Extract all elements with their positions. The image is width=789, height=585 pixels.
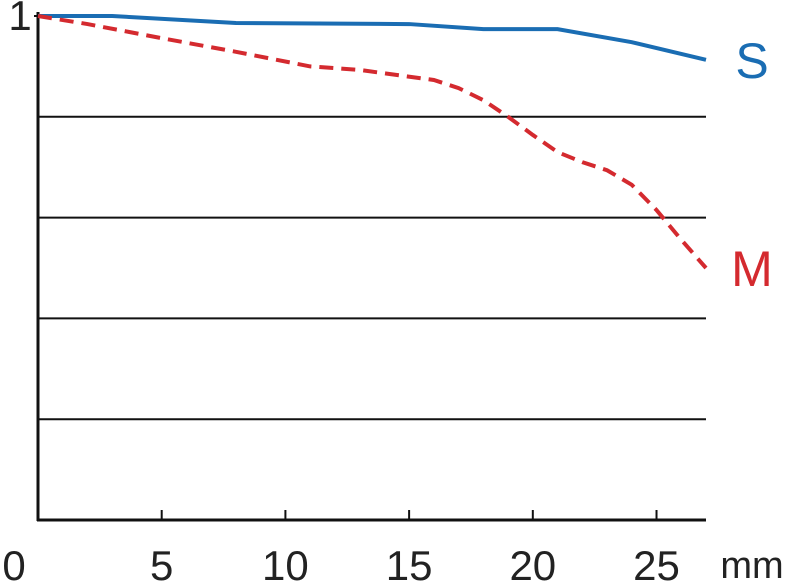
x-tick-label: 0: [2, 542, 25, 585]
series-label: S: [735, 33, 768, 89]
x-axis-unit: mm: [720, 545, 783, 585]
x-tick-label: 15: [386, 542, 433, 585]
x-tick-label: 5: [150, 542, 173, 585]
y-tick-label: 1: [8, 0, 31, 39]
x-tick-label: 25: [633, 542, 680, 585]
series-line: [37, 14, 708, 270]
series-label: M: [731, 241, 773, 297]
x-tick-label: 10: [262, 542, 309, 585]
series-line: [38, 14, 707, 62]
x-tick-label: 20: [509, 542, 556, 585]
